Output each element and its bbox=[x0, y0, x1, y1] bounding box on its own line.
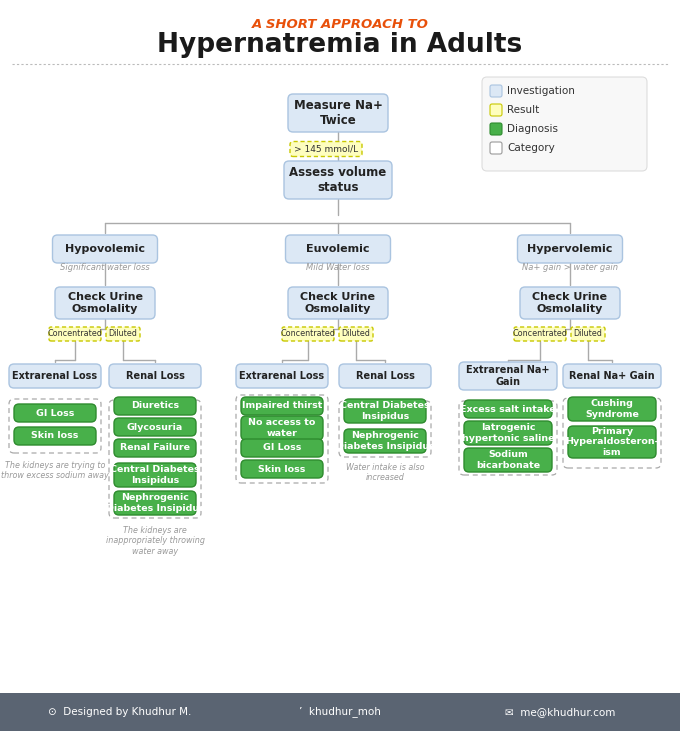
Text: Glycosuria: Glycosuria bbox=[127, 423, 183, 431]
FancyBboxPatch shape bbox=[52, 235, 158, 263]
FancyBboxPatch shape bbox=[114, 491, 196, 515]
FancyBboxPatch shape bbox=[241, 416, 323, 440]
FancyBboxPatch shape bbox=[114, 439, 196, 457]
FancyBboxPatch shape bbox=[288, 287, 388, 319]
FancyBboxPatch shape bbox=[14, 404, 96, 422]
FancyBboxPatch shape bbox=[14, 427, 96, 445]
Text: Nephrogenic
Diabetes Insipidus: Nephrogenic Diabetes Insipidus bbox=[105, 493, 205, 512]
Text: Cushing
Syndrome: Cushing Syndrome bbox=[585, 399, 639, 419]
Text: Impaired thirst: Impaired thirst bbox=[242, 401, 322, 411]
Text: ✉  me@khudhur.com: ✉ me@khudhur.com bbox=[505, 707, 615, 717]
Text: Primary
Hyperaldosteron-
ism: Primary Hyperaldosteron- ism bbox=[565, 427, 659, 457]
FancyBboxPatch shape bbox=[288, 94, 388, 132]
Text: Check Urine
Osmolality: Check Urine Osmolality bbox=[67, 292, 143, 314]
Text: Diluted: Diluted bbox=[109, 330, 137, 338]
FancyBboxPatch shape bbox=[571, 327, 605, 341]
Text: Hypernatremia in Adults: Hypernatremia in Adults bbox=[157, 32, 523, 58]
Text: Diluted: Diluted bbox=[341, 330, 371, 338]
FancyBboxPatch shape bbox=[490, 142, 502, 154]
FancyBboxPatch shape bbox=[464, 448, 552, 472]
Text: Diuretics: Diuretics bbox=[131, 401, 179, 411]
FancyBboxPatch shape bbox=[339, 327, 373, 341]
FancyBboxPatch shape bbox=[282, 327, 334, 341]
Text: Hypovolemic: Hypovolemic bbox=[65, 244, 145, 254]
Text: GI Loss: GI Loss bbox=[36, 409, 74, 417]
FancyBboxPatch shape bbox=[0, 693, 680, 731]
Text: ⊙  Designed by Khudhur M.: ⊙ Designed by Khudhur M. bbox=[48, 707, 192, 717]
Text: Skin loss: Skin loss bbox=[258, 464, 306, 474]
Text: Sodium
bicarbonate: Sodium bicarbonate bbox=[476, 450, 540, 470]
FancyBboxPatch shape bbox=[114, 397, 196, 415]
FancyBboxPatch shape bbox=[482, 77, 647, 171]
Text: Category: Category bbox=[507, 143, 555, 153]
FancyBboxPatch shape bbox=[284, 161, 392, 199]
Text: The kidneys are
inappropriately throwing
water away: The kidneys are inappropriately throwing… bbox=[105, 526, 205, 556]
Text: Na+ gain > water gain: Na+ gain > water gain bbox=[522, 262, 618, 271]
Text: The kidneys are trying to
throw excess sodium away: The kidneys are trying to throw excess s… bbox=[1, 461, 109, 480]
FancyBboxPatch shape bbox=[114, 418, 196, 436]
Text: Central Diabetes
Insipidus: Central Diabetes Insipidus bbox=[110, 466, 200, 485]
FancyBboxPatch shape bbox=[520, 287, 620, 319]
Text: Renal Na+ Gain: Renal Na+ Gain bbox=[569, 371, 655, 381]
Text: Iatrogenic
hypertonic saline: Iatrogenic hypertonic saline bbox=[462, 423, 554, 443]
Text: A SHORT APPROACH TO: A SHORT APPROACH TO bbox=[252, 18, 428, 31]
Text: Renal Loss: Renal Loss bbox=[126, 371, 184, 381]
FancyBboxPatch shape bbox=[339, 364, 431, 388]
Text: Investigation: Investigation bbox=[507, 86, 575, 96]
FancyBboxPatch shape bbox=[344, 399, 426, 423]
Text: Skin loss: Skin loss bbox=[31, 431, 79, 441]
FancyBboxPatch shape bbox=[464, 421, 552, 445]
FancyBboxPatch shape bbox=[490, 85, 502, 97]
FancyBboxPatch shape bbox=[290, 142, 362, 156]
FancyBboxPatch shape bbox=[517, 235, 622, 263]
FancyBboxPatch shape bbox=[106, 327, 140, 341]
Text: Central Diabetes
Insipidus: Central Diabetes Insipidus bbox=[340, 401, 430, 421]
Text: Renal Loss: Renal Loss bbox=[356, 371, 414, 381]
Text: No access to
water: No access to water bbox=[248, 418, 316, 438]
Text: Concentrated: Concentrated bbox=[48, 330, 103, 338]
FancyBboxPatch shape bbox=[490, 104, 502, 116]
FancyBboxPatch shape bbox=[114, 463, 196, 487]
Text: Assess volume
status: Assess volume status bbox=[290, 166, 387, 194]
Text: ’  khudhur_moh: ’ khudhur_moh bbox=[299, 707, 381, 717]
Text: Diagnosis: Diagnosis bbox=[507, 124, 558, 134]
Text: Euvolemic: Euvolemic bbox=[306, 244, 370, 254]
FancyBboxPatch shape bbox=[109, 364, 201, 388]
Text: Hypervolemic: Hypervolemic bbox=[527, 244, 613, 254]
Text: Check Urine
Osmolality: Check Urine Osmolality bbox=[532, 292, 607, 314]
Text: Excess salt intake: Excess salt intake bbox=[460, 404, 556, 414]
Text: Result: Result bbox=[507, 105, 539, 115]
FancyBboxPatch shape bbox=[490, 123, 502, 135]
FancyBboxPatch shape bbox=[241, 460, 323, 478]
Text: Extrarenal Na+
Gain: Extrarenal Na+ Gain bbox=[466, 366, 549, 387]
Text: Concentrated: Concentrated bbox=[513, 330, 567, 338]
FancyBboxPatch shape bbox=[236, 364, 328, 388]
Text: Mild Water loss: Mild Water loss bbox=[306, 262, 370, 271]
Text: GI Loss: GI Loss bbox=[262, 444, 301, 452]
FancyBboxPatch shape bbox=[568, 426, 656, 458]
Text: Measure Na+
Twice: Measure Na+ Twice bbox=[294, 99, 382, 127]
Text: Water intake is also
increased: Water intake is also increased bbox=[345, 463, 424, 482]
Text: > 145 mmol/L: > 145 mmol/L bbox=[294, 145, 358, 154]
Text: Check Urine
Osmolality: Check Urine Osmolality bbox=[301, 292, 375, 314]
Text: Extrarenal Loss: Extrarenal Loss bbox=[12, 371, 97, 381]
Text: Concentrated: Concentrated bbox=[281, 330, 335, 338]
Text: Significant water loss: Significant water loss bbox=[60, 262, 150, 271]
FancyBboxPatch shape bbox=[514, 327, 566, 341]
FancyBboxPatch shape bbox=[286, 235, 390, 263]
FancyBboxPatch shape bbox=[9, 364, 101, 388]
FancyBboxPatch shape bbox=[241, 439, 323, 457]
FancyBboxPatch shape bbox=[464, 400, 552, 418]
FancyBboxPatch shape bbox=[563, 364, 661, 388]
FancyBboxPatch shape bbox=[459, 362, 557, 390]
Text: Diluted: Diluted bbox=[573, 330, 602, 338]
Text: Extrarenal Loss: Extrarenal Loss bbox=[239, 371, 324, 381]
FancyBboxPatch shape bbox=[568, 397, 656, 421]
FancyBboxPatch shape bbox=[344, 429, 426, 453]
FancyBboxPatch shape bbox=[241, 397, 323, 415]
Text: Renal Failure: Renal Failure bbox=[120, 444, 190, 452]
FancyBboxPatch shape bbox=[49, 327, 101, 341]
FancyBboxPatch shape bbox=[55, 287, 155, 319]
Text: Nephrogenic
Diabetes Insipidus: Nephrogenic Diabetes Insipidus bbox=[336, 431, 435, 451]
